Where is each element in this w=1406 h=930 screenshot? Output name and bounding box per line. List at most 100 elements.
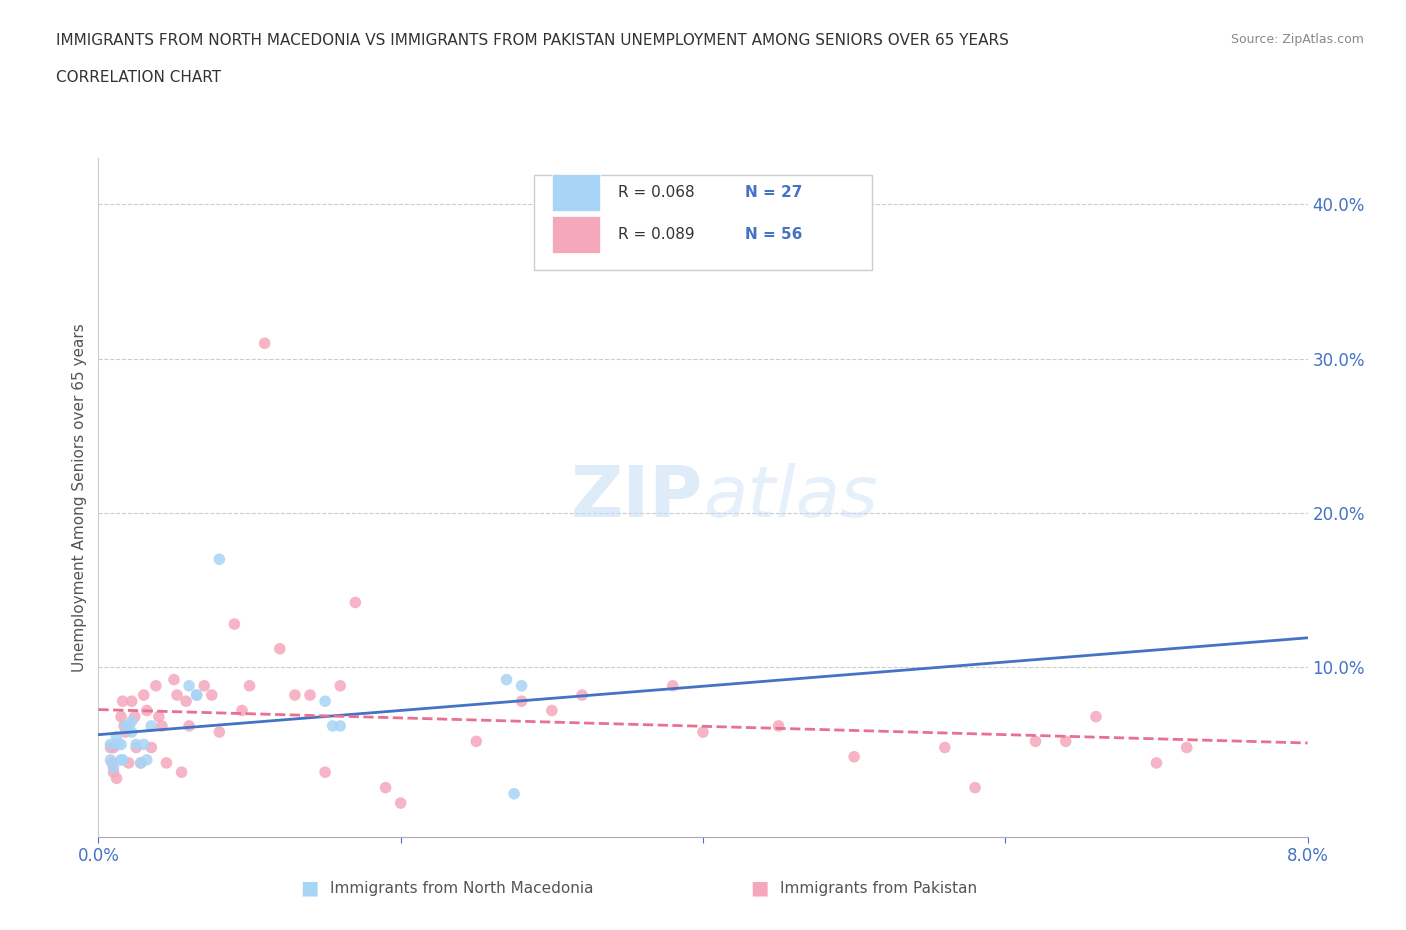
Point — [103, 740, 125, 755]
Point — [118, 755, 141, 770]
Point — [768, 719, 790, 734]
Point — [1085, 710, 1108, 724]
Point — [1175, 740, 1198, 755]
Text: N = 56: N = 56 — [745, 227, 803, 242]
Point — [965, 780, 987, 795]
Point — [541, 703, 564, 718]
FancyBboxPatch shape — [553, 174, 600, 211]
Point — [100, 737, 122, 751]
Point — [1146, 755, 1168, 770]
Point — [208, 551, 231, 566]
Point — [114, 719, 136, 734]
Text: R = 0.068: R = 0.068 — [619, 185, 695, 200]
Point — [141, 740, 163, 755]
Point — [111, 694, 134, 709]
Point — [101, 755, 124, 770]
Text: ZIP: ZIP — [571, 463, 703, 532]
Text: ■: ■ — [749, 879, 769, 897]
Point — [510, 678, 533, 693]
Point — [1025, 734, 1047, 749]
Point — [844, 750, 866, 764]
Point — [692, 724, 714, 739]
Point — [329, 678, 352, 693]
Point — [179, 719, 201, 734]
Text: IMMIGRANTS FROM NORTH MACEDONIA VS IMMIGRANTS FROM PAKISTAN UNEMPLOYMENT AMONG S: IMMIGRANTS FROM NORTH MACEDONIA VS IMMIG… — [56, 33, 1010, 47]
FancyBboxPatch shape — [534, 175, 872, 270]
Point — [314, 764, 336, 779]
Point — [103, 760, 125, 775]
Point — [125, 737, 148, 751]
Text: CORRELATION CHART: CORRELATION CHART — [56, 70, 221, 85]
Point — [662, 678, 685, 693]
Point — [174, 694, 197, 709]
Y-axis label: Unemployment Among Seniors over 65 years: Unemployment Among Seniors over 65 years — [72, 324, 87, 671]
Point — [155, 755, 177, 770]
Point — [135, 703, 157, 718]
Point — [299, 687, 322, 702]
Point — [284, 687, 307, 702]
Point — [132, 737, 155, 751]
Point — [253, 336, 276, 351]
Point — [503, 787, 526, 802]
Point — [124, 710, 146, 724]
Point — [571, 687, 593, 702]
Text: Immigrants from Pakistan: Immigrants from Pakistan — [780, 881, 977, 896]
Point — [269, 642, 291, 657]
Point — [121, 714, 143, 729]
Point — [166, 687, 188, 702]
Point — [111, 752, 134, 767]
Point — [107, 737, 129, 751]
Point — [125, 740, 148, 755]
Point — [112, 719, 135, 734]
Point — [374, 780, 396, 795]
FancyBboxPatch shape — [553, 216, 600, 253]
Point — [103, 764, 125, 779]
Text: ■: ■ — [299, 879, 319, 897]
Point — [132, 687, 155, 702]
Point — [110, 752, 132, 767]
Point — [934, 740, 956, 755]
Point — [105, 729, 128, 744]
Point — [141, 719, 163, 734]
Point — [179, 678, 201, 693]
Point — [150, 719, 173, 734]
Point — [389, 796, 412, 811]
Point — [100, 752, 122, 767]
Point — [118, 719, 141, 734]
Point — [193, 678, 215, 693]
Text: atlas: atlas — [703, 463, 877, 532]
Point — [135, 752, 157, 767]
Text: N = 27: N = 27 — [745, 185, 803, 200]
Point — [100, 740, 122, 755]
Point — [344, 595, 367, 610]
Point — [465, 734, 488, 749]
Point — [163, 672, 186, 687]
Text: R = 0.089: R = 0.089 — [619, 227, 695, 242]
Point — [495, 672, 517, 687]
Point — [129, 755, 152, 770]
Text: Source: ZipAtlas.com: Source: ZipAtlas.com — [1230, 33, 1364, 46]
Point — [114, 724, 136, 739]
Point — [129, 755, 152, 770]
Text: Immigrants from North Macedonia: Immigrants from North Macedonia — [330, 881, 593, 896]
Point — [110, 710, 132, 724]
Point — [121, 724, 143, 739]
Point — [148, 710, 170, 724]
Point — [145, 678, 167, 693]
Point — [1054, 734, 1077, 749]
Point — [314, 694, 336, 709]
Point — [201, 687, 224, 702]
Point — [239, 678, 262, 693]
Point — [110, 737, 132, 751]
Point — [170, 764, 193, 779]
Point — [322, 719, 344, 734]
Point — [231, 703, 253, 718]
Point — [510, 694, 533, 709]
Point — [186, 687, 208, 702]
Point — [105, 771, 128, 786]
Point — [121, 694, 143, 709]
Point — [186, 687, 208, 702]
Point — [208, 724, 231, 739]
Point — [329, 719, 352, 734]
Point — [224, 617, 246, 631]
